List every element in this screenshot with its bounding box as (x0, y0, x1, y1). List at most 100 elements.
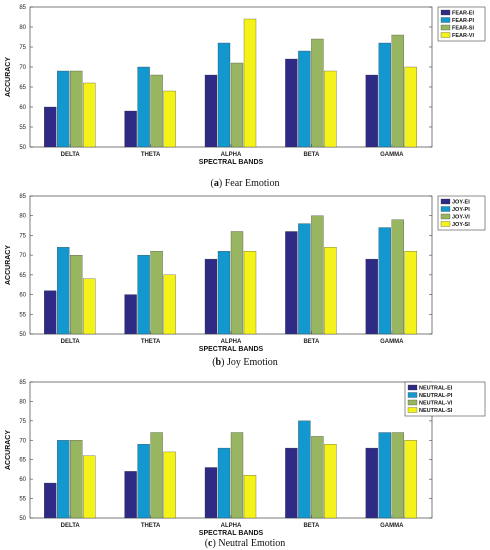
caption: (b) Joy Emotion (212, 357, 278, 368)
bar-neutral-pi-alpha (217, 447, 231, 519)
bar-joy-vi-gamma (391, 219, 404, 335)
caption-letter: b (216, 357, 222, 368)
caption-paren: ) (221, 357, 227, 368)
y-tick-label: 85 (19, 5, 26, 11)
bar-joy-vi-theta (150, 251, 163, 335)
y-tick-label: 80 (19, 214, 26, 220)
bar-neutral-pi-theta (137, 444, 150, 519)
y-tick-label: 85 (19, 380, 26, 386)
legend-label-fear-ei: FEAR-EI (452, 11, 474, 17)
bar-joy-vi-alpha (230, 231, 244, 335)
bar-fear-ei-delta (44, 106, 57, 148)
y-axis-label: ACCURACY (5, 245, 12, 285)
caption-text: Fear Emotion (225, 178, 280, 189)
y-tick-label: 70 (19, 253, 26, 259)
bar-joy-pi-delta (57, 247, 70, 335)
x-tick-label: THETA (141, 523, 161, 529)
y-tick-label: 55 (19, 312, 26, 318)
y-tick-label: 75 (19, 419, 26, 425)
x-axis-label: SPECTRAL BANDS (199, 159, 264, 166)
caption-paren: ) (219, 178, 225, 189)
bar-fear-pi-theta (137, 66, 150, 148)
bar-fear-vi-alpha (243, 18, 257, 148)
legend-label-neutral-vi: NEUTRAL-VI (419, 401, 453, 407)
bar-fear-vi-beta (324, 70, 337, 148)
bar-joy-si-gamma (404, 251, 417, 335)
bar-neutral-si-alpha (243, 475, 257, 519)
y-tick-label: 50 (19, 145, 26, 151)
bar-fear-pi-delta (57, 70, 70, 148)
bar-fear-pi-beta (298, 50, 311, 148)
bar-neutral-si-gamma (404, 440, 417, 519)
legend-swatch-fear-vi (440, 32, 451, 38)
legend-swatch-joy-pi (440, 206, 451, 212)
legend-label-fear-vi: FEAR-VI (452, 33, 474, 39)
legend-swatch-neutral-ei (407, 384, 418, 391)
bar-fear-pi-gamma (378, 42, 391, 148)
bar-joy-ei-beta (285, 231, 298, 335)
x-tick-label: THETA (141, 152, 161, 158)
bar-joy-ei-alpha (204, 258, 218, 335)
bar-joy-pi-alpha (217, 251, 231, 335)
y-tick-label: 50 (19, 516, 26, 522)
bar-neutral-vi-delta (70, 440, 83, 519)
bar-fear-ei-theta (124, 110, 137, 148)
caption-paren: ( (212, 357, 216, 368)
caption-text: Joy Emotion (227, 357, 278, 368)
legend-label-neutral-si: NEUTRAL-SI (419, 408, 453, 414)
bar-joy-si-beta (324, 247, 337, 335)
bar-fear-si-gamma (391, 34, 404, 148)
y-axis-label: ACCURACY (5, 430, 12, 470)
bar-neutral-si-theta (163, 451, 176, 519)
bar-neutral-pi-delta (57, 440, 70, 519)
x-tick-label: GAMMA (380, 152, 404, 158)
y-tick-label: 65 (19, 85, 26, 91)
bar-neutral-vi-gamma (391, 432, 404, 519)
y-tick-label: 80 (19, 399, 26, 405)
y-tick-label: 85 (19, 194, 26, 200)
y-tick-label: 60 (19, 293, 26, 299)
y-tick-label: 70 (19, 65, 26, 71)
legend-label-fear-si: FEAR-SI (452, 26, 474, 32)
bar-neutral-vi-theta (150, 432, 163, 519)
legend-label-neutral-pi: NEUTRAL-PI (419, 393, 453, 399)
caption-letter: c (208, 538, 213, 549)
bar-joy-vi-beta (311, 215, 324, 335)
x-tick-label: BETA (303, 152, 320, 158)
x-tick-label: GAMMA (380, 339, 404, 345)
bar-joy-ei-gamma (365, 258, 378, 335)
caption-paren: ( (211, 178, 215, 189)
y-tick-label: 55 (19, 497, 26, 503)
bar-joy-si-alpha (243, 251, 257, 335)
bar-joy-si-theta (163, 274, 176, 335)
chart-panel-b: 50 55 60 65 70 75 80 85 DELTA THETA ALPHA BETA GAMMA… (5, 194, 486, 368)
legend-label-joy-vi: JOY-VI (452, 215, 470, 221)
bar-fear-ei-alpha (204, 74, 218, 148)
legend-label-joy-si: JOY-SI (452, 222, 470, 228)
x-tick-label: THETA (141, 339, 161, 345)
bar-neutral-ei-delta (44, 482, 57, 519)
y-tick-label: 55 (19, 125, 26, 131)
chart-panel-c: 50 55 60 65 70 75 80 85 DELTA THETA ALPHA BETA GAMMA… (5, 380, 486, 549)
legend-swatch-fear-ei (440, 9, 451, 16)
legend-swatch-fear-si (440, 24, 451, 31)
bar-joy-vi-delta (70, 254, 83, 335)
bar-neutral-pi-beta (298, 420, 311, 519)
bar-joy-ei-theta (124, 294, 137, 335)
x-tick-label: ALPHA (221, 339, 242, 345)
y-tick-label: 75 (19, 45, 26, 51)
bar-neutral-ei-gamma (365, 447, 378, 519)
legend-swatch-neutral-vi (407, 399, 418, 406)
bar-neutral-ei-beta (285, 447, 298, 519)
y-tick-label: 80 (19, 25, 26, 31)
bar-joy-si-delta (83, 278, 96, 335)
x-tick-label: DELTA (61, 523, 81, 529)
bar-fear-si-beta (311, 38, 324, 148)
caption: (a) Fear Emotion (211, 178, 280, 189)
caption-paren: ( (205, 538, 209, 549)
chart-panel-a: 50 55 60 65 70 75 80 85 DELTA THETA ALPHA BETA GAMMA… (5, 5, 486, 189)
x-tick-label: ALPHA (221, 152, 242, 158)
bar-neutral-ei-theta (124, 471, 137, 519)
legend-swatch-joy-ei (440, 198, 451, 205)
y-axis-label: ACCURACY (5, 57, 12, 97)
